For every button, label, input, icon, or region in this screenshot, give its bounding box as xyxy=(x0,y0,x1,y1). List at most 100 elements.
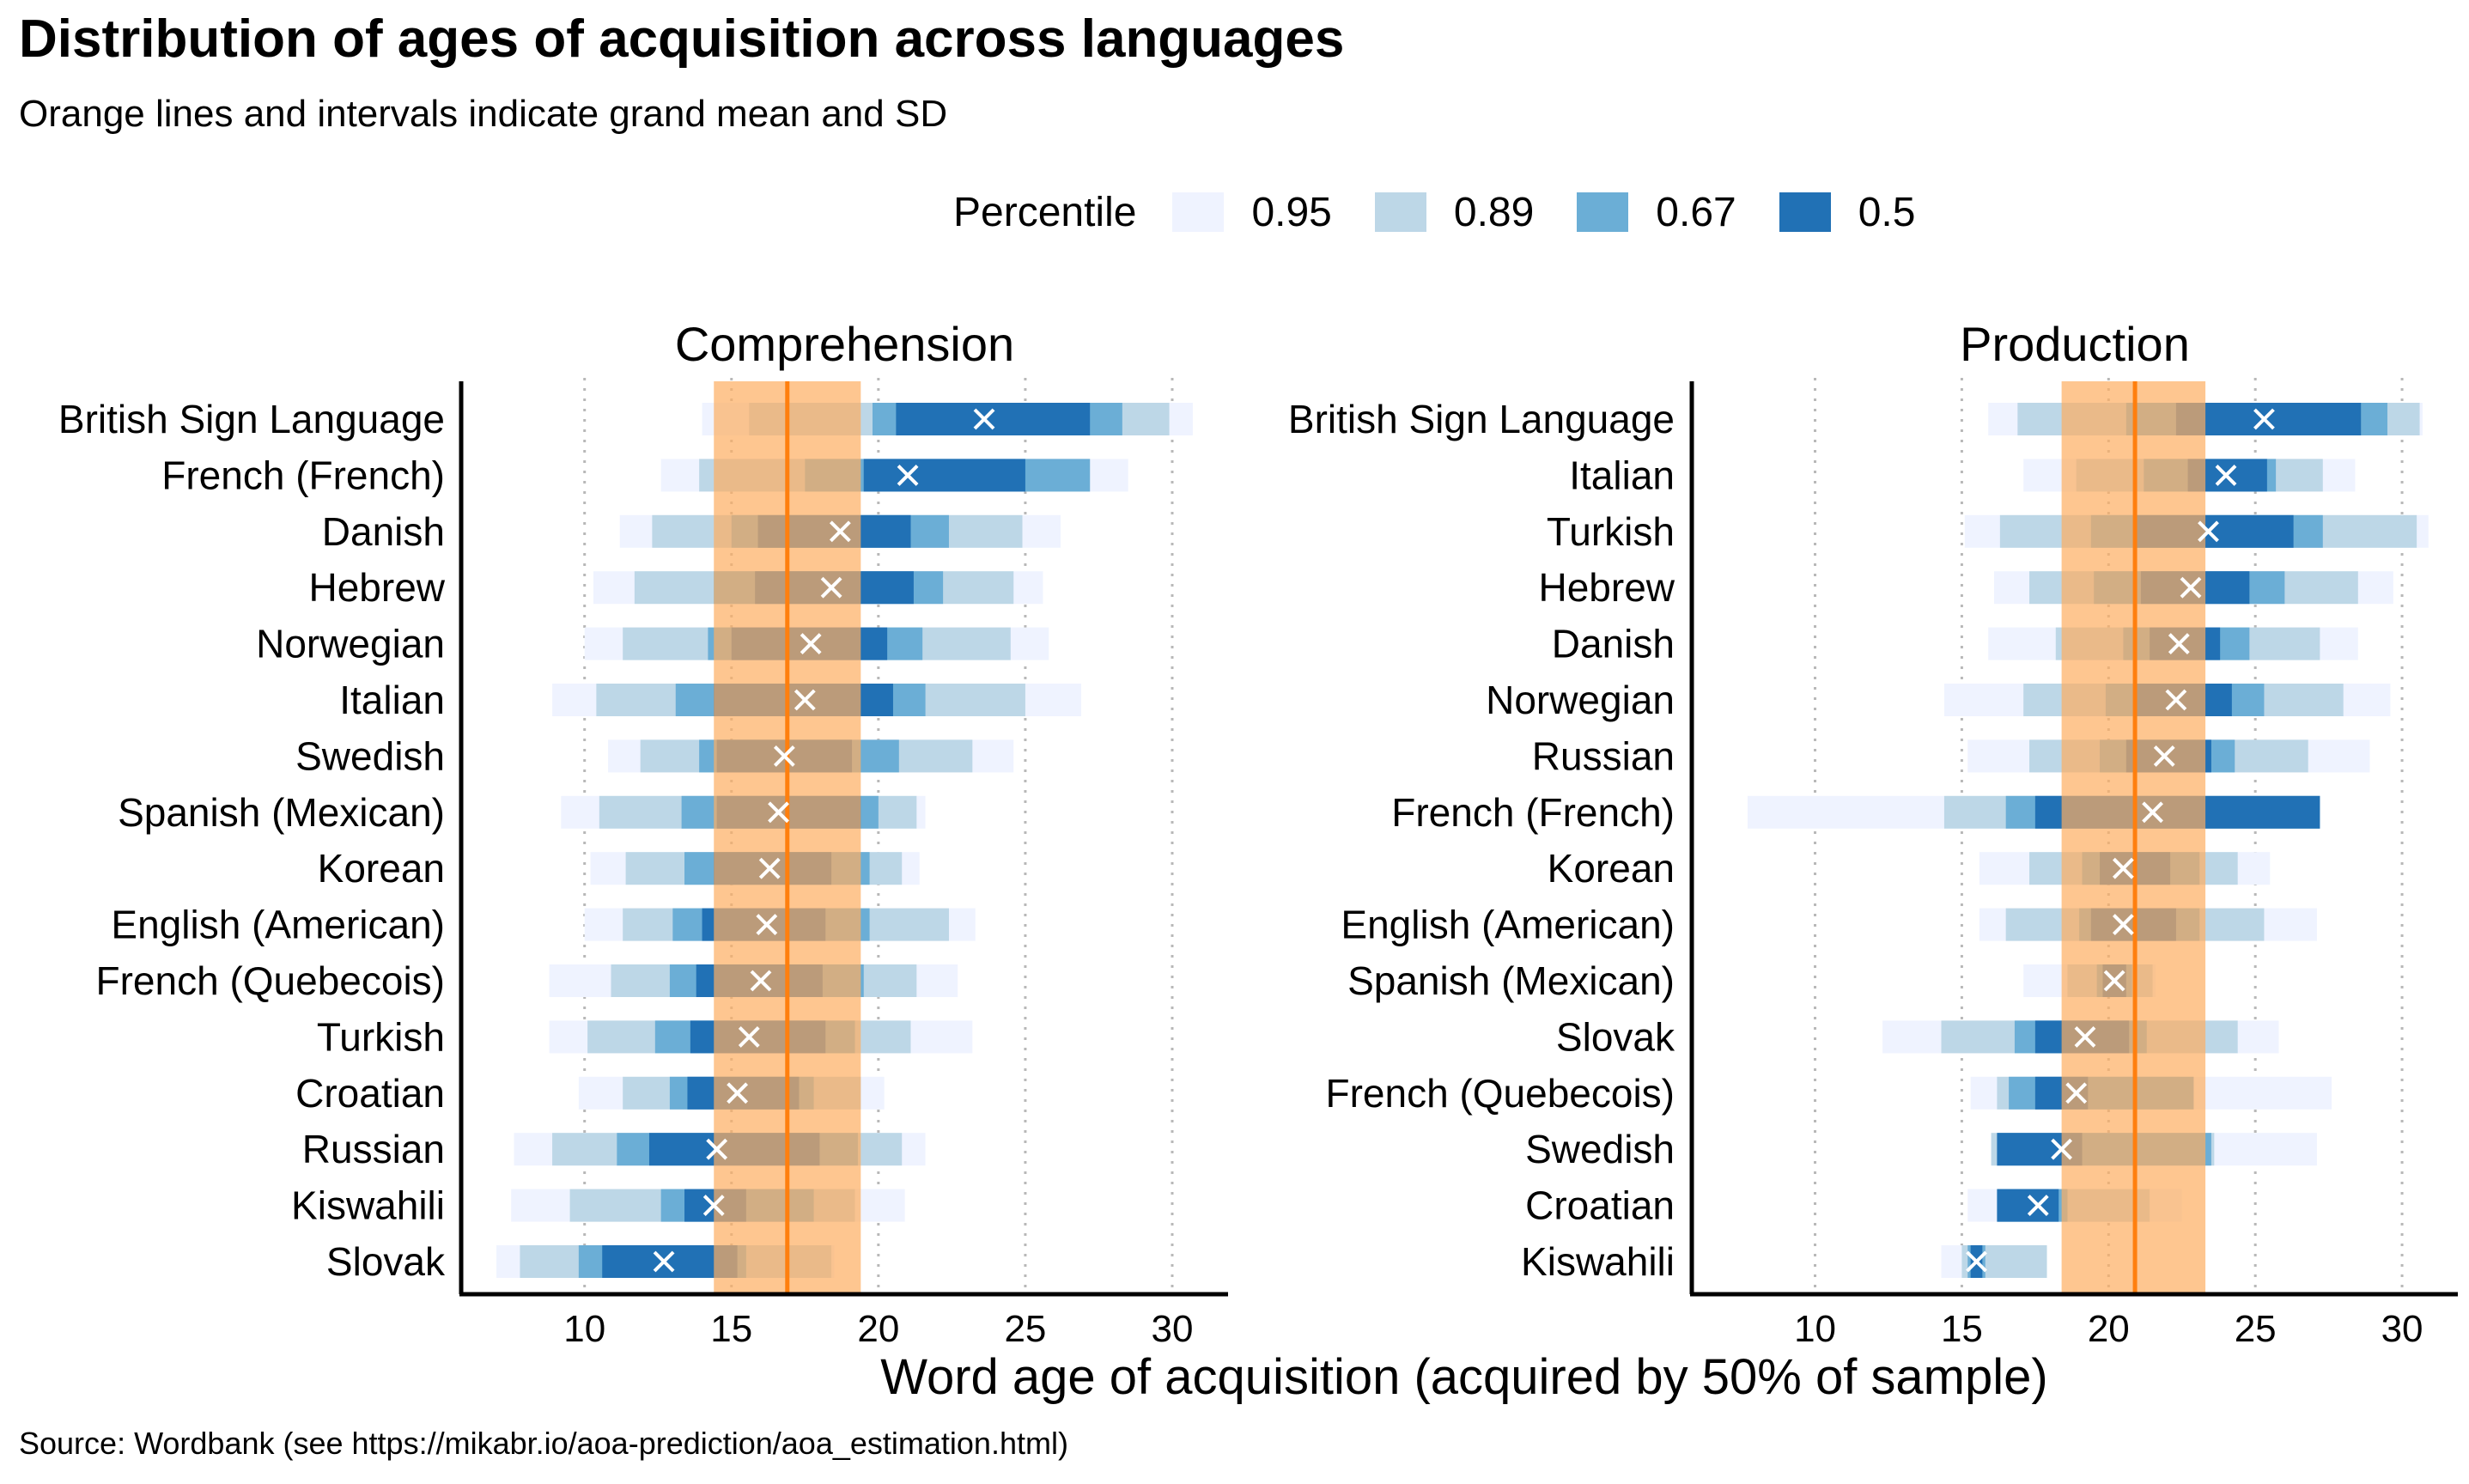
row-russian: Russian xyxy=(1532,733,2370,778)
row-label: French (Quebecois) xyxy=(1326,1071,1675,1116)
median-marker xyxy=(897,464,919,486)
legend-label-p50: 0.5 xyxy=(1858,189,1916,235)
median-cross-b xyxy=(2027,1195,2049,1217)
legend-label-p89: 0.89 xyxy=(1453,189,1535,235)
row-label: Russian xyxy=(302,1127,445,1171)
row-label: French (French) xyxy=(161,453,445,497)
median-cross-b xyxy=(820,576,842,599)
legend-item-p50: 0.5 xyxy=(1779,189,1916,236)
x-tick-label: 20 xyxy=(2088,1308,2130,1350)
median-marker xyxy=(2253,408,2275,430)
median-cross-b xyxy=(773,745,795,767)
legend-label-p95: 0.95 xyxy=(1251,189,1332,235)
row-label: French (Quebecois) xyxy=(96,958,446,1003)
row-label: Kiswahili xyxy=(291,1183,445,1228)
row-italian: Italian xyxy=(339,678,1081,722)
row-label: Swedish xyxy=(295,733,445,778)
row-danish: Danish xyxy=(322,509,1061,554)
median-cross-b xyxy=(2074,1025,2096,1048)
row-norwegian: Norwegian xyxy=(1486,678,2391,722)
row-british-sign-language: British Sign Language xyxy=(58,397,1193,441)
x-tick-label: 25 xyxy=(1004,1308,1046,1350)
median-marker xyxy=(2027,1195,2049,1217)
median-cross-b xyxy=(653,1250,675,1273)
row-label: English (American) xyxy=(111,903,445,947)
x-axis-label: Word age of acquisition (acquired by 50%… xyxy=(880,1349,2048,1405)
median-cross-b xyxy=(727,1082,749,1104)
row-label: Norwegian xyxy=(1486,678,1675,722)
x-tick-label: 10 xyxy=(1794,1308,1836,1350)
row-italian: Italian xyxy=(1569,453,2356,497)
median-marker xyxy=(653,1250,675,1273)
median-cross-b xyxy=(750,970,772,992)
median-cross-b xyxy=(829,520,851,543)
row-label: Hebrew xyxy=(308,565,445,610)
median-marker xyxy=(794,689,816,711)
row-label: Kiswahili xyxy=(1521,1239,1675,1284)
median-marker xyxy=(2142,801,2163,824)
median-marker xyxy=(1966,1250,1987,1273)
source-caption: Source: Wordbank (see https://mikabr.io/… xyxy=(19,1426,1068,1461)
row-label: Danish xyxy=(1552,622,1675,666)
x-tick-label: 25 xyxy=(2235,1308,2277,1350)
median-cross-b xyxy=(973,408,995,430)
row-kiswahili: Kiswahili xyxy=(1521,1239,2047,1284)
median-cross-b xyxy=(2215,464,2237,486)
median-marker xyxy=(768,801,789,824)
row-label: Hebrew xyxy=(1538,565,1675,610)
median-marker xyxy=(2153,745,2175,767)
row-label: Turkish xyxy=(1547,509,1675,554)
legend-item-p89: 0.89 xyxy=(1374,189,1535,236)
panel-title-production: Production xyxy=(1960,317,2190,371)
interval-p50 xyxy=(2175,403,2362,435)
median-cross-b xyxy=(702,1195,725,1217)
legend-swatch-p89 xyxy=(1374,192,1426,232)
median-marker xyxy=(750,970,772,992)
median-cross-b xyxy=(2065,1082,2088,1104)
legend-swatch-p50 xyxy=(1779,192,1831,232)
median-cross-b xyxy=(794,689,816,711)
interval-p50 xyxy=(1997,1189,2059,1222)
median-cross-b xyxy=(2142,801,2163,824)
median-cross-b xyxy=(2112,914,2134,936)
median-cross-b xyxy=(2180,576,2202,599)
median-marker xyxy=(2051,1138,2073,1160)
median-cross-b xyxy=(756,914,778,936)
row-hebrew: Hebrew xyxy=(308,565,1043,610)
median-cross-b xyxy=(2198,520,2219,543)
median-marker xyxy=(2065,1082,2088,1104)
legend-swatch-p95 xyxy=(1172,192,1225,232)
legend-item-p67: 0.67 xyxy=(1577,189,1736,236)
x-tick-label: 30 xyxy=(1152,1308,1194,1350)
row-british-sign-language: British Sign Language xyxy=(1288,397,2423,441)
median-cross-b xyxy=(738,1025,760,1048)
row-label: Italian xyxy=(339,678,445,722)
x-tick-label: 15 xyxy=(1941,1308,1983,1350)
row-label: Korean xyxy=(318,846,445,891)
row-label: Russian xyxy=(1532,733,1675,778)
row-norwegian: Norwegian xyxy=(256,622,1049,666)
median-marker xyxy=(2112,914,2134,936)
panel-comprehension: Comprehension British Sign Language French… xyxy=(58,317,1228,1350)
median-cross-b xyxy=(800,633,822,655)
row-label: Slovak xyxy=(1556,1014,1675,1059)
row-label: English (American) xyxy=(1341,903,1675,947)
legend-title: Percentile xyxy=(953,189,1137,235)
median-marker xyxy=(738,1025,760,1048)
chart-title: Distribution of ages of acquisition acro… xyxy=(19,9,1345,69)
median-marker xyxy=(2112,857,2134,879)
median-marker xyxy=(758,857,781,879)
row-spanish-mexican: Spanish (Mexican) xyxy=(1347,958,2156,1003)
median-cross-b xyxy=(897,464,919,486)
row-label: Spanish (Mexican) xyxy=(118,790,445,835)
median-cross-b xyxy=(2051,1138,2073,1160)
median-cross-b xyxy=(2168,633,2190,655)
median-cross-b xyxy=(2253,408,2275,430)
interval-p50 xyxy=(896,403,1091,435)
x-tick-label: 30 xyxy=(2381,1308,2423,1350)
median-marker xyxy=(820,576,842,599)
median-marker xyxy=(2103,970,2125,992)
panel-production: Production British Sign Language Italian Tu… xyxy=(1288,317,2458,1350)
row-swedish: Swedish xyxy=(295,733,1014,778)
